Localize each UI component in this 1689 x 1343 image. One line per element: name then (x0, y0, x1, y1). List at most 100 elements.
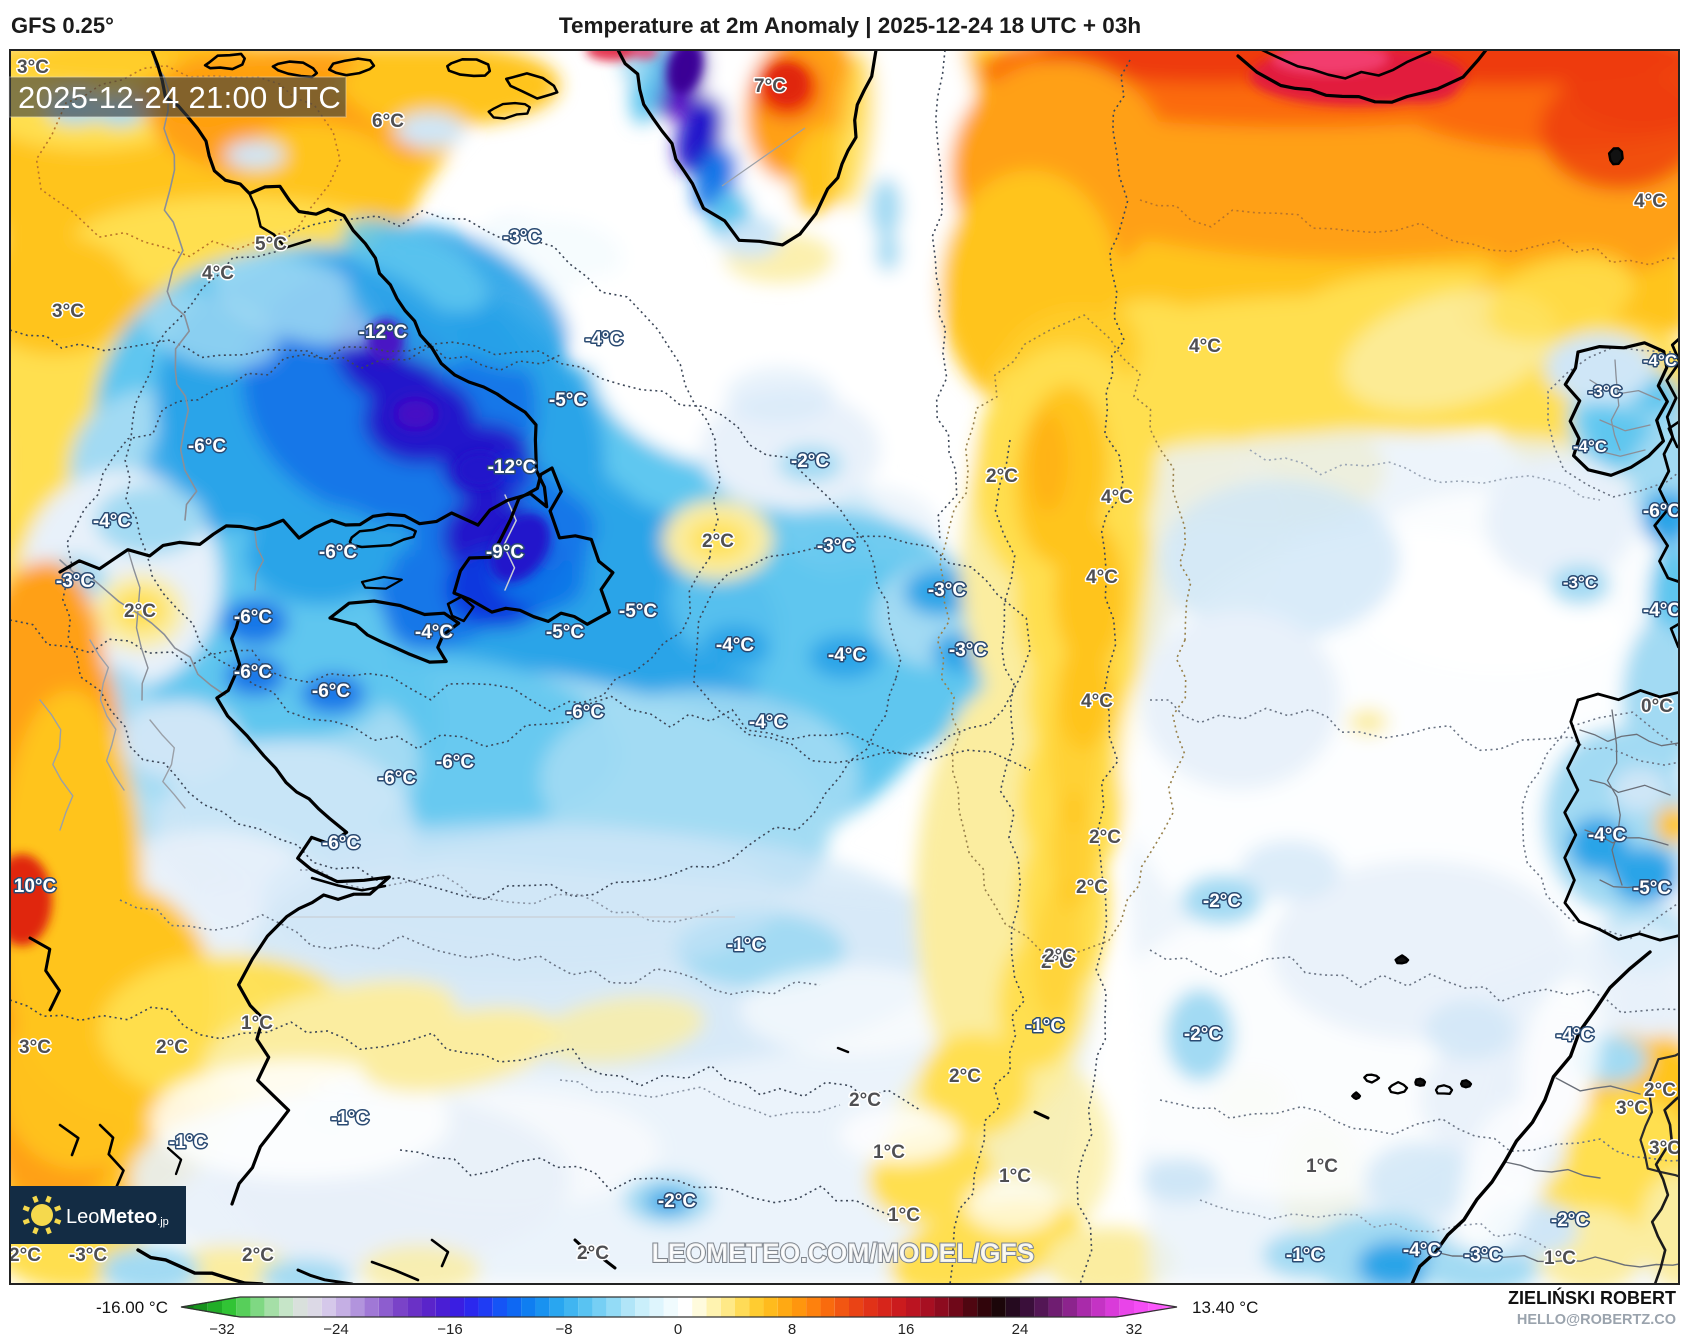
svg-text:4°C: 4°C (1101, 487, 1133, 508)
svg-text:13.40 °C: 13.40 °C (1192, 1298, 1258, 1317)
svg-text:-4°C: -4°C (1556, 1025, 1594, 1046)
svg-text:Temperature at 2m Anomaly | 20: Temperature at 2m Anomaly | 2025-12-24 1… (559, 13, 1141, 38)
svg-text:-1°C: -1°C (1026, 1016, 1064, 1037)
svg-text:2°C: 2°C (1089, 827, 1121, 848)
svg-text:2°C: 2°C (949, 1066, 981, 1087)
svg-text:2°C: 2°C (9, 1245, 41, 1266)
svg-text:2°C: 2°C (577, 1243, 609, 1264)
svg-text:-9°C: -9°C (486, 542, 524, 563)
svg-text:-5°C: -5°C (549, 390, 587, 411)
svg-text:1°C: 1°C (873, 1142, 905, 1163)
svg-text:2°C: 2°C (702, 531, 734, 552)
svg-text:3°C: 3°C (17, 57, 49, 78)
svg-text:ZIELIŃSKI ROBERT: ZIELIŃSKI ROBERT (1508, 1287, 1676, 1308)
svg-text:-6°C: -6°C (566, 702, 604, 723)
svg-text:-4°C: -4°C (1573, 437, 1607, 456)
svg-text:-4°C: -4°C (1588, 825, 1626, 846)
svg-text:-2°C: -2°C (791, 451, 829, 472)
svg-text:5°C: 5°C (255, 234, 287, 255)
svg-text:-4°C: -4°C (1403, 1240, 1441, 1261)
svg-text:-2°C: -2°C (658, 1191, 696, 1212)
svg-text:-12°C: -12°C (488, 457, 537, 478)
svg-text:-1°C: -1°C (727, 935, 765, 956)
svg-text:-4°C: -4°C (1643, 351, 1677, 370)
svg-text:-5°C: -5°C (546, 622, 584, 643)
svg-text:2°C: 2°C (242, 1245, 274, 1266)
svg-text:24: 24 (1012, 1321, 1029, 1338)
svg-text:4°C: 4°C (1086, 567, 1118, 588)
svg-text:1°C: 1°C (1544, 1248, 1576, 1269)
svg-text:4°C: 4°C (1189, 336, 1221, 357)
svg-text:-6°C: -6°C (322, 833, 360, 854)
svg-text:1°C: 1°C (241, 1013, 273, 1034)
svg-text:-1°C: -1°C (1286, 1245, 1324, 1266)
svg-text:−32: −32 (209, 1321, 234, 1338)
svg-text:2°C: 2°C (1076, 877, 1108, 898)
svg-text:-6°C: -6°C (234, 607, 272, 628)
svg-text:-4°C: -4°C (749, 712, 787, 733)
svg-text:-3°C: -3°C (949, 640, 987, 661)
svg-text:4°C: 4°C (202, 263, 234, 284)
svg-text:-16.00 °C: -16.00 °C (96, 1298, 168, 1317)
svg-text:-4°C: -4°C (828, 645, 866, 666)
svg-text:-3°C: -3°C (1464, 1245, 1502, 1266)
svg-text:1°C: 1°C (888, 1205, 920, 1226)
svg-text:32: 32 (1126, 1321, 1143, 1338)
svg-text:−8: −8 (555, 1321, 572, 1338)
svg-text:-3°C: -3°C (1563, 573, 1597, 592)
svg-text:-4°C: -4°C (93, 511, 131, 532)
svg-text:-6°C: -6°C (312, 681, 350, 702)
svg-text:HELLO@ROBERTZ.CO: HELLO@ROBERTZ.CO (1517, 1312, 1676, 1328)
svg-text:LeoMeteo.jp: LeoMeteo.jp (66, 1206, 169, 1228)
svg-text:3°C: 3°C (52, 301, 84, 322)
svg-text:-6°C: -6°C (378, 768, 416, 789)
svg-text:6°C: 6°C (372, 111, 404, 132)
svg-text:8: 8 (788, 1321, 796, 1338)
svg-text:-3°C: -3°C (69, 1245, 107, 1266)
svg-text:-4°C: -4°C (415, 622, 453, 643)
svg-text:0°C: 0°C (1641, 696, 1673, 717)
svg-text:2°C: 2°C (849, 1090, 881, 1111)
svg-text:2°C: 2°C (156, 1037, 188, 1058)
svg-text:0: 0 (674, 1321, 682, 1338)
svg-text:-3°C: -3°C (503, 227, 541, 248)
svg-text:1°C: 1°C (1306, 1156, 1338, 1177)
svg-text:1°C: 1°C (999, 1166, 1031, 1187)
svg-text:-4°C: -4°C (1643, 600, 1681, 621)
svg-text:-12°C: -12°C (359, 322, 408, 343)
svg-text:2°C: 2°C (1044, 946, 1076, 967)
svg-text:-6°C: -6°C (188, 436, 226, 457)
svg-text:GFS 0.25°: GFS 0.25° (11, 13, 114, 38)
svg-text:2°C: 2°C (1644, 1080, 1676, 1101)
svg-text:2025-12-24 21:00 UTC: 2025-12-24 21:00 UTC (18, 80, 341, 115)
svg-text:-5°C: -5°C (619, 601, 657, 622)
svg-text:-2°C: -2°C (1551, 1210, 1589, 1231)
svg-text:4°C: 4°C (1081, 691, 1113, 712)
svg-text:−24: −24 (323, 1321, 348, 1338)
svg-text:-6°C: -6°C (436, 752, 474, 773)
svg-text:16: 16 (898, 1321, 915, 1338)
svg-text:4°C: 4°C (1634, 191, 1666, 212)
svg-text:3°C: 3°C (19, 1037, 51, 1058)
svg-text:-6°C: -6°C (319, 542, 357, 563)
svg-text:-1°C: -1°C (331, 1108, 369, 1129)
svg-text:3°C: 3°C (1616, 1098, 1648, 1119)
svg-text:-3°C: -3°C (1588, 382, 1622, 401)
svg-text:-4°C: -4°C (585, 329, 623, 350)
svg-text:10°C: 10°C (14, 876, 57, 897)
svg-text:-1°C: -1°C (169, 1132, 207, 1153)
svg-text:-2°C: -2°C (1184, 1024, 1222, 1045)
svg-text:2°C: 2°C (1041, 952, 1073, 973)
svg-text:-3°C: -3°C (928, 580, 966, 601)
svg-text:3°C: 3°C (1649, 1138, 1681, 1159)
svg-text:-6°C: -6°C (234, 662, 272, 683)
svg-text:-6°C: -6°C (1643, 501, 1681, 522)
svg-text:-2°C: -2°C (1203, 891, 1241, 912)
svg-text:LEOMETEO.COM/MODEL/GFS: LEOMETEO.COM/MODEL/GFS (652, 1238, 1035, 1268)
svg-text:-3°C: -3°C (817, 536, 855, 557)
svg-text:2°C: 2°C (986, 466, 1018, 487)
svg-text:7°C: 7°C (754, 76, 786, 97)
svg-text:-4°C: -4°C (716, 635, 754, 656)
svg-text:-3°C: -3°C (56, 571, 94, 592)
svg-text:2°C: 2°C (124, 601, 156, 622)
